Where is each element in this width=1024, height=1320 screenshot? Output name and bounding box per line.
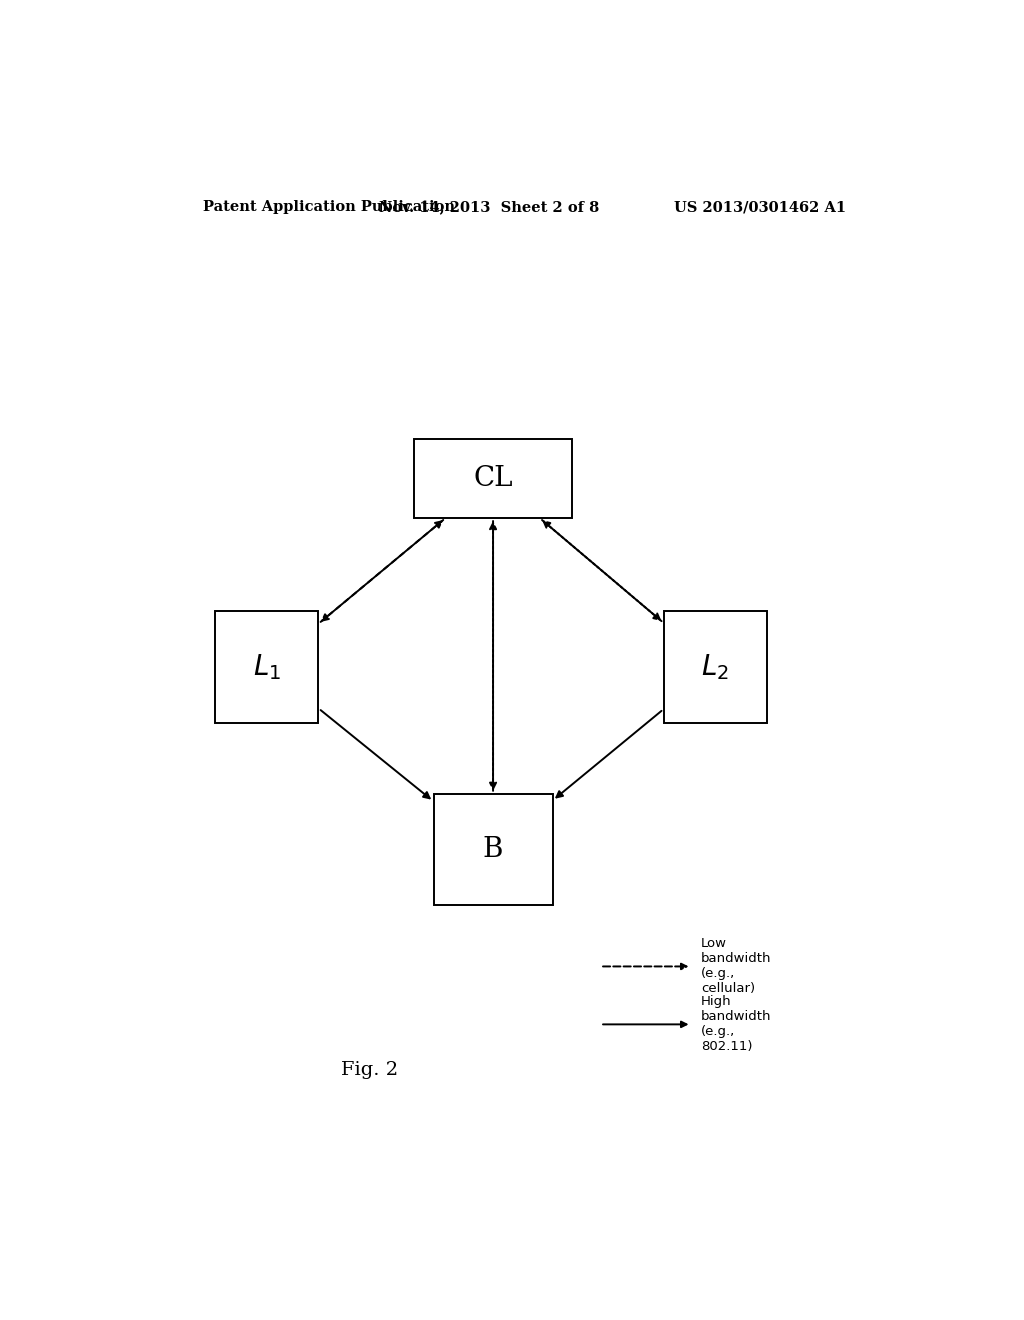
- Text: B: B: [482, 836, 504, 863]
- Text: CL: CL: [473, 465, 513, 492]
- Text: Fig. 2: Fig. 2: [341, 1061, 398, 1080]
- Text: $L_2$: $L_2$: [701, 652, 729, 681]
- Text: High
bandwidth
(e.g.,
802.11): High bandwidth (e.g., 802.11): [701, 995, 771, 1053]
- FancyBboxPatch shape: [433, 793, 553, 906]
- FancyBboxPatch shape: [215, 611, 318, 722]
- Text: US 2013/0301462 A1: US 2013/0301462 A1: [674, 201, 846, 214]
- Text: $L_1$: $L_1$: [253, 652, 281, 681]
- Text: Patent Application Publication: Patent Application Publication: [204, 201, 456, 214]
- Text: Low
bandwidth
(e.g.,
cellular): Low bandwidth (e.g., cellular): [701, 937, 771, 995]
- FancyBboxPatch shape: [414, 440, 572, 519]
- FancyBboxPatch shape: [664, 611, 767, 722]
- Text: Nov. 14, 2013  Sheet 2 of 8: Nov. 14, 2013 Sheet 2 of 8: [379, 201, 599, 214]
